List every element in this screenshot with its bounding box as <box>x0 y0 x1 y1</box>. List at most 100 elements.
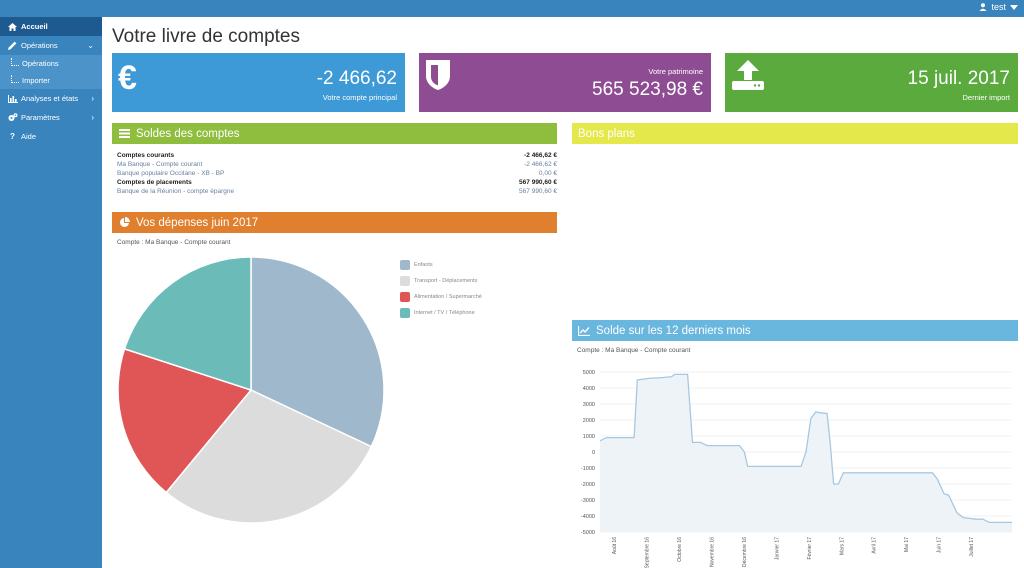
list-item[interactable]: Ma Banque - Compte courant -2 466,62 € <box>117 161 557 169</box>
question-icon: ? <box>10 132 15 141</box>
legend-label: Alimentation / Supermarché <box>414 294 482 300</box>
x-tick-label: Janvier 17 <box>774 537 780 560</box>
chevron-down-icon: ⌄ <box>87 41 94 50</box>
sidebar: Accueil Opérations ⌄ Opérations Importer… <box>0 17 102 568</box>
balances-list: Comptes courants -2 466,62 € Ma Banque - … <box>117 151 557 196</box>
y-tick-label: -2000 <box>581 482 595 488</box>
legend-label: Internet / TV / Téléphone <box>414 310 475 316</box>
chevron-right-icon: › <box>91 113 94 122</box>
pie-slice[interactable] <box>123 256 252 392</box>
history-panel-title: Solde sur les 12 derniers mois <box>596 324 751 337</box>
sidebar-item-parametres[interactable]: Paramètres › <box>0 108 102 127</box>
x-tick-label: Mai 17 <box>904 537 910 552</box>
deals-panel-header: Bons plans <box>572 123 1018 144</box>
main-content: Votre livre de comptes € -2 466,62 Votre… <box>102 17 1024 568</box>
balance-history-chart: 5000 4000 3000 2000 1000 0 -1000 -2000 -3000 -400… <box>581 370 1012 568</box>
upload-icon <box>731 59 765 96</box>
home-icon <box>7 22 18 31</box>
y-tick-label: 3000 <box>583 402 595 408</box>
pie-slice[interactable] <box>165 389 373 524</box>
y-tick-label: -4000 <box>581 514 595 520</box>
shield-icon <box>425 59 451 96</box>
list-item: Comptes courants -2 466,62 € <box>117 152 557 159</box>
list-item[interactable]: Banque populaire Occitane - XB - BP 0,00 … <box>117 170 557 178</box>
list-item: Comptes de placements 567 990,60 € <box>117 179 557 187</box>
sidebar-subitem-label: Importer <box>22 76 50 85</box>
expenses-panel-header: Vos dépenses juin 2017 <box>112 212 557 233</box>
expenses-pie-chart <box>117 256 385 524</box>
sidebar-item-label: Paramètres <box>21 113 60 122</box>
x-tick-label: Octobre 16 <box>677 537 683 562</box>
sidebar-item-operations[interactable]: Opérations ⌄ <box>0 36 102 55</box>
x-tick-label: Septembre 16 <box>645 537 651 568</box>
y-tick-label: 2000 <box>583 418 595 424</box>
pie-chart-icon <box>118 217 130 229</box>
x-tick-label: Avril 17 <box>872 537 878 554</box>
pie-slice[interactable] <box>250 256 385 448</box>
y-tick-label: -3000 <box>581 498 595 504</box>
pie-slice[interactable] <box>117 347 253 494</box>
legend-item[interactable]: Enfants <box>400 260 433 270</box>
y-tick-label: -1000 <box>581 466 595 472</box>
balances-panel-header: Soldes des comptes <box>112 123 557 144</box>
user-icon <box>979 3 987 11</box>
legend-swatch <box>400 308 410 318</box>
chevron-right-icon: › <box>91 94 94 103</box>
legend-swatch <box>400 292 410 302</box>
y-tick-label: -5000 <box>581 530 595 536</box>
line-chart-icon <box>578 325 590 337</box>
wealth-tile: Votre patrimoine 565 523,98 € <box>419 53 711 112</box>
x-tick-label: Novembre 16 <box>710 537 716 567</box>
history-panel-header: Solde sur les 12 derniers mois <box>572 320 1018 341</box>
expenses-account-label: Compte : Ma Banque - Compte courant <box>117 239 231 246</box>
expenses-panel-title: Vos dépenses juin 2017 <box>136 216 259 229</box>
sidebar-subitem-operations[interactable]: Opérations <box>0 55 102 72</box>
list-item[interactable]: Banque de la Réunion - compte épargne 567… <box>117 188 557 196</box>
legend-label: Enfants <box>414 262 433 268</box>
wealth-value: 565 523,98 € <box>592 79 703 100</box>
history-account-label: Compte : Ma Banque - Compte courant <box>577 347 691 354</box>
y-tick-label: 4000 <box>583 386 595 392</box>
list-icon <box>118 128 130 140</box>
pie-legend: Enfants Transport - Déplacements Alimentat… <box>400 260 550 330</box>
main-account-balance: -2 466,62 <box>316 68 397 89</box>
x-tick-label: Décembre 16 <box>742 537 748 567</box>
legend-swatch <box>400 276 410 286</box>
user-name: test <box>991 2 1006 12</box>
legend-item[interactable]: Internet / TV / Téléphone <box>400 308 475 318</box>
wealth-label: Votre patrimoine <box>648 67 703 76</box>
pencil-icon <box>7 41 18 50</box>
chevron-down-icon <box>1010 4 1018 10</box>
euro-icon: € <box>118 59 137 97</box>
bar-chart-icon <box>7 94 18 103</box>
last-import-tile: 15 juil. 2017 Dernier import <box>725 53 1018 112</box>
last-import-date: 15 juil. 2017 <box>907 68 1010 89</box>
deals-panel-title: Bons plans <box>578 127 635 140</box>
balances-panel-title: Soldes des comptes <box>136 127 240 140</box>
x-tick-label: Février 17 <box>807 537 813 560</box>
legend-item[interactable]: Alimentation / Supermarché <box>400 292 482 302</box>
legend-item[interactable]: Transport - Déplacements <box>400 276 477 286</box>
sidebar-item-analyses[interactable]: Analyses et états › <box>0 89 102 108</box>
y-tick-label: 1000 <box>583 434 595 440</box>
user-menu[interactable]: test <box>979 2 1018 12</box>
y-tick-label: 5000 <box>583 370 595 376</box>
gears-icon <box>7 113 18 122</box>
balance-line[interactable] <box>599 373 1012 524</box>
main-account-label: Votre compte principal <box>322 93 397 102</box>
sidebar-subitem-label: Opérations <box>22 59 59 68</box>
x-tick-label: Mars 17 <box>839 537 845 555</box>
sidebar-item-accueil[interactable]: Accueil <box>0 17 102 36</box>
x-tick-label: Juillet 17 <box>969 537 975 557</box>
sidebar-item-aide[interactable]: ? Aide <box>0 127 102 146</box>
sidebar-subitem-importer[interactable]: Importer <box>0 72 102 89</box>
x-tick-label: Août 16 <box>612 537 618 554</box>
sidebar-item-label: Analyses et états <box>21 94 79 103</box>
main-account-tile: € -2 466,62 Votre compte principal <box>112 53 405 112</box>
sidebar-item-label: Accueil <box>21 22 48 31</box>
sidebar-item-label: Opérations <box>21 41 58 50</box>
page-title: Votre livre de comptes <box>112 26 300 47</box>
last-import-label: Dernier import <box>962 93 1010 102</box>
sidebar-item-label: Aide <box>21 132 37 141</box>
legend-label: Transport - Déplacements <box>414 278 478 284</box>
